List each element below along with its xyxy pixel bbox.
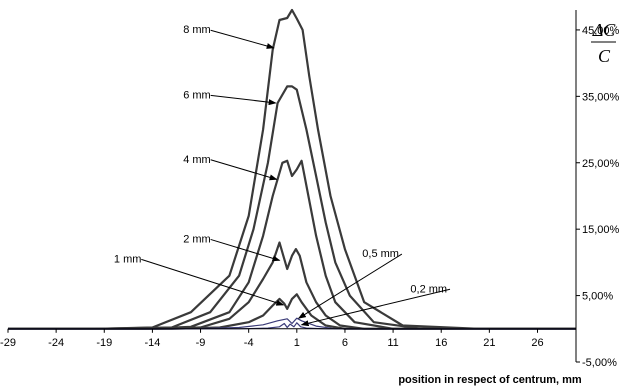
- annotation-arrow: [297, 253, 403, 319]
- y-axis-label-numerator: ΔC: [592, 20, 617, 40]
- x-tick-label: -19: [96, 337, 112, 349]
- y-tick-label: -5,00%: [582, 357, 617, 369]
- series-line-6-mm: [8, 85, 576, 330]
- x-tick-label: 6: [342, 337, 348, 349]
- x-tick-label: -9: [196, 337, 206, 349]
- y-tick-label: 15,00%: [582, 224, 620, 236]
- x-tick-label: -29: [0, 337, 16, 349]
- annotation-arrow: [210, 94, 277, 106]
- x-tick-label: 11: [387, 337, 398, 349]
- y-axis-label: ΔC C: [591, 20, 616, 66]
- series-line-0-2-mm: [8, 322, 576, 330]
- annotation-label: 2 mm: [183, 233, 211, 245]
- x-tick-label: 16: [435, 337, 447, 349]
- annotation-label: 8 mm: [183, 24, 211, 36]
- annotation-label: 4 mm: [183, 154, 211, 166]
- series-line-0-5-mm: [8, 317, 576, 330]
- annotation-label: 0,5 mm: [362, 248, 399, 260]
- axis-layer: -29 -24 -19 -14 -9 -4 1 6 11 16 21 26-5,00%5,00%15,…: [0, 10, 620, 369]
- x-tick-label: -4: [244, 337, 254, 349]
- y-tick-label: 5,00%: [582, 291, 613, 303]
- annotation-arrow: [210, 29, 275, 49]
- x-tick-label: 26: [531, 337, 543, 349]
- y-axis-label-denominator: C: [598, 46, 611, 66]
- x-tick-label: 1: [294, 337, 300, 349]
- x-tick-label: -24: [48, 337, 64, 349]
- annotation-label: 0,2 mm: [410, 283, 447, 295]
- annotation-arrow: [300, 288, 451, 327]
- y-tick-label: 35,00%: [582, 91, 620, 103]
- series-layer: [8, 8, 576, 330]
- series-line-8-mm: [8, 8, 576, 330]
- y-tick-label: 25,00%: [582, 158, 620, 170]
- annotation-layer: 8 mm 6 mm 4 mm 2 mm 1 mm 0,5 mm 0,2 mm: [114, 24, 451, 327]
- series-line-2-mm: [8, 241, 576, 330]
- x-axis-label: position in respect of centrum, mm: [398, 374, 582, 386]
- x-tick-label: -14: [144, 337, 160, 349]
- annotation-label: 1 mm: [114, 253, 142, 265]
- annotation-arrow: [141, 258, 285, 306]
- x-tick-label: 21: [483, 337, 495, 349]
- annotation-arrow: [210, 159, 278, 181]
- y-tick-label: 45,00%: [582, 25, 620, 37]
- annotation-arrow: [210, 238, 281, 262]
- series-line-4-mm: [8, 159, 576, 330]
- annotation-label: 6 mm: [183, 89, 211, 101]
